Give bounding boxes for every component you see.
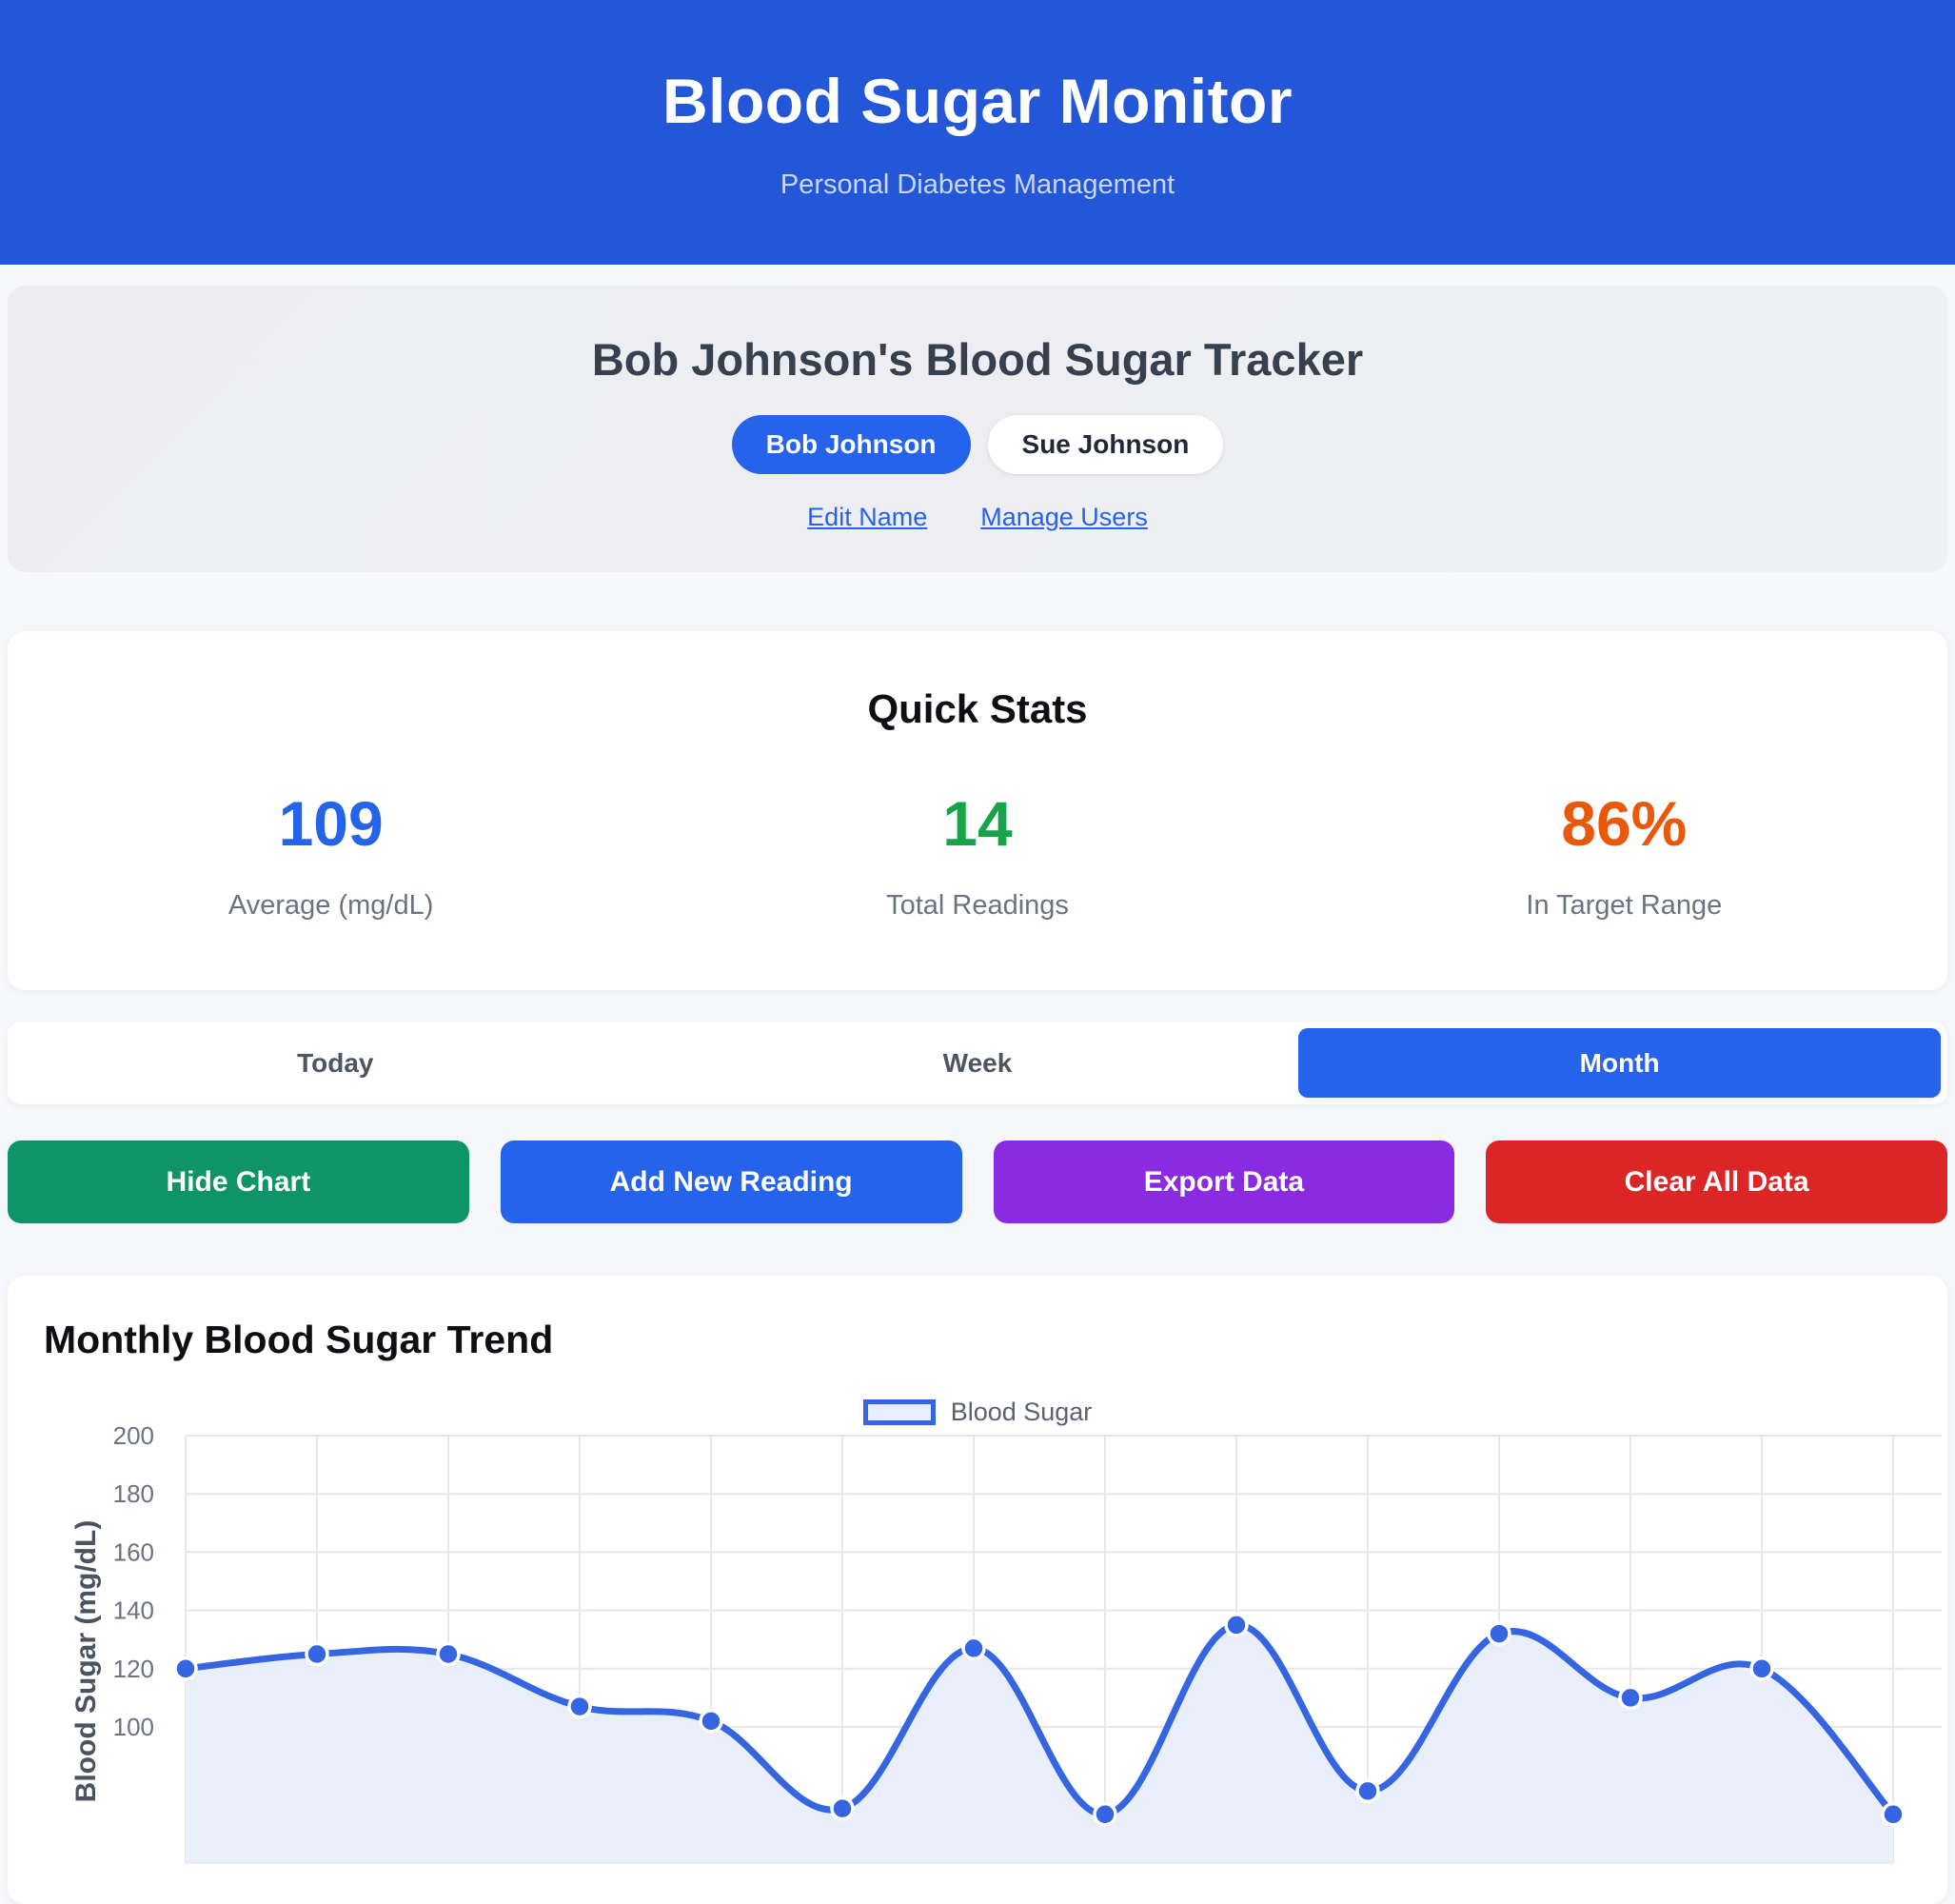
user-switcher: Bob Johnson Sue Johnson	[731, 415, 1224, 474]
svg-text:160: 160	[113, 1537, 154, 1566]
svg-text:140: 140	[113, 1597, 154, 1625]
blood-sugar-line-chart[interactable]: 200 180 160 140 120 100 Blood Sugar (mg/dL)	[0, 1371, 1955, 1877]
legend-swatch	[862, 1399, 936, 1425]
stat-average-label: Average (mg/dL)	[227, 890, 434, 921]
svg-text:200: 200	[113, 1421, 154, 1450]
tab-today[interactable]: Today	[14, 1028, 657, 1098]
stat-average-value: 109	[278, 788, 384, 859]
svg-text:Blood Sugar (mg/dL): Blood Sugar (mg/dL)	[70, 1520, 102, 1803]
stat-total-readings: 14 Total Readings	[654, 791, 1300, 922]
blood-sugar-monitor-app: { "header": { "title": "Blood Sugar Moni…	[0, 0, 1955, 1864]
stat-in-target-range: 86% In Target Range	[1301, 791, 1947, 922]
clear-all-data-button[interactable]: Clear All Data	[1486, 1140, 1947, 1223]
tab-month[interactable]: Month	[1298, 1028, 1941, 1098]
quick-stats-title: Quick Stats	[867, 686, 1088, 731]
tab-week[interactable]: Week	[657, 1028, 1299, 1098]
svg-text:100: 100	[113, 1713, 154, 1741]
stat-in-target-range-value: 86%	[1561, 788, 1688, 859]
app-header: Blood Sugar Monitor Personal Diabetes Ma…	[0, 0, 1955, 265]
chart-card: Monthly Blood Sugar Trend Blood Sugar 20…	[8, 1276, 1947, 1904]
chart-legend[interactable]: Blood Sugar	[8, 1398, 1947, 1427]
user-pill-bob-johnson[interactable]: Bob Johnson	[731, 415, 971, 474]
stat-total-readings-value: 14	[942, 788, 1013, 859]
svg-text:120: 120	[113, 1655, 154, 1683]
stats-row: 109 Average (mg/dL) 14 Total Readings 86…	[8, 791, 1947, 922]
add-new-reading-button[interactable]: Add New Reading	[500, 1140, 962, 1223]
stat-in-target-range-label: In Target Range	[1526, 890, 1723, 921]
stat-total-readings-label: Total Readings	[886, 890, 1069, 921]
svg-text:180: 180	[113, 1479, 154, 1508]
stat-average: 109 Average (mg/dL)	[8, 791, 654, 922]
action-buttons-row: Hide Chart Add New Reading Export Data C…	[8, 1140, 1947, 1223]
legend-label: Blood Sugar	[950, 1398, 1093, 1426]
tracker-links: Edit Name Manage Users	[807, 503, 1148, 532]
app-title: Blood Sugar Monitor	[662, 65, 1293, 136]
quick-stats-card: Quick Stats 109 Average (mg/dL) 14 Total…	[8, 631, 1947, 990]
app-subtitle: Personal Diabetes Management	[780, 169, 1175, 200]
period-tabbar: Today Week Month	[8, 1021, 1947, 1104]
user-pill-sue-johnson[interactable]: Sue Johnson	[987, 415, 1224, 474]
hide-chart-button[interactable]: Hide Chart	[8, 1140, 469, 1223]
manage-users-link[interactable]: Manage Users	[980, 503, 1148, 531]
export-data-button[interactable]: Export Data	[993, 1140, 1455, 1223]
edit-name-link[interactable]: Edit Name	[807, 503, 928, 531]
tracker-title: Bob Johnson's Blood Sugar Tracker	[591, 334, 1364, 385]
tracker-section: Bob Johnson's Blood Sugar Tracker Bob Jo…	[8, 286, 1947, 572]
chart-title: Monthly Blood Sugar Trend	[44, 1318, 554, 1361]
